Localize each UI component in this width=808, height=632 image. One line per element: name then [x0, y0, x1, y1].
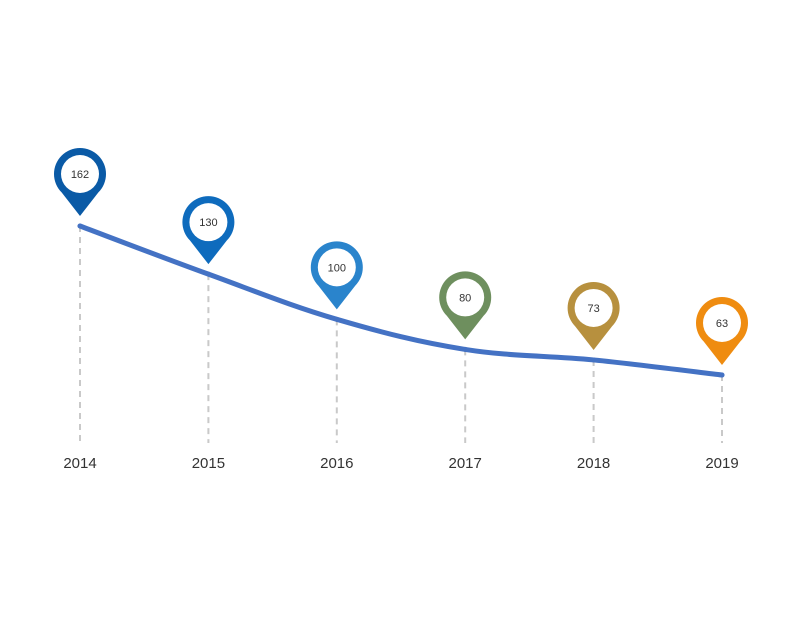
data-label-2019: 63: [716, 318, 728, 330]
x-tick-label-2014: 2014: [63, 455, 96, 472]
pin-inner-circle: [61, 155, 99, 193]
data-point-2018: [591, 357, 597, 363]
pin-marker-2014: 162: [54, 148, 106, 216]
x-tick-label-2017: 2017: [449, 455, 482, 472]
pin-marker-2016: 100: [310, 241, 363, 310]
pin-inner-circle: [317, 248, 356, 287]
data-label-2017: 80: [459, 292, 471, 304]
pin-marker-2018: 73: [567, 281, 620, 350]
data-point-2017: [462, 346, 468, 352]
x-axis-ticks: 2014 2015 2016 2017 2018 2019: [63, 455, 738, 472]
pin-marker-2017: 80: [439, 271, 492, 340]
data-point-2015: [205, 271, 211, 277]
data-point-2016: [334, 316, 340, 322]
data-point-2019: [719, 372, 725, 378]
pin-marker-2015: 130: [182, 196, 235, 265]
pin-inner-circle: [446, 278, 485, 317]
drop-lines: [79, 226, 723, 443]
data-label-2018: 73: [587, 303, 599, 315]
data-label-2014: 162: [71, 169, 89, 181]
pin-markers: 162 130 100 80 73 63: [54, 148, 749, 365]
data-point-2014: [77, 223, 83, 229]
pin-inner-circle: [703, 304, 741, 342]
pin-marker-2019: 63: [696, 297, 749, 365]
x-tick-label-2015: 2015: [192, 455, 225, 472]
x-tick-label-2016: 2016: [320, 455, 353, 472]
series-line: [77, 223, 725, 378]
x-tick-label-2019: 2019: [705, 455, 738, 472]
pin-inner-circle: [189, 203, 228, 242]
pin-inner-circle: [574, 288, 613, 327]
data-label-2016: 100: [328, 262, 346, 274]
data-label-2015: 130: [199, 217, 217, 229]
x-tick-label-2018: 2018: [577, 455, 610, 472]
series-line-group: [77, 223, 725, 378]
